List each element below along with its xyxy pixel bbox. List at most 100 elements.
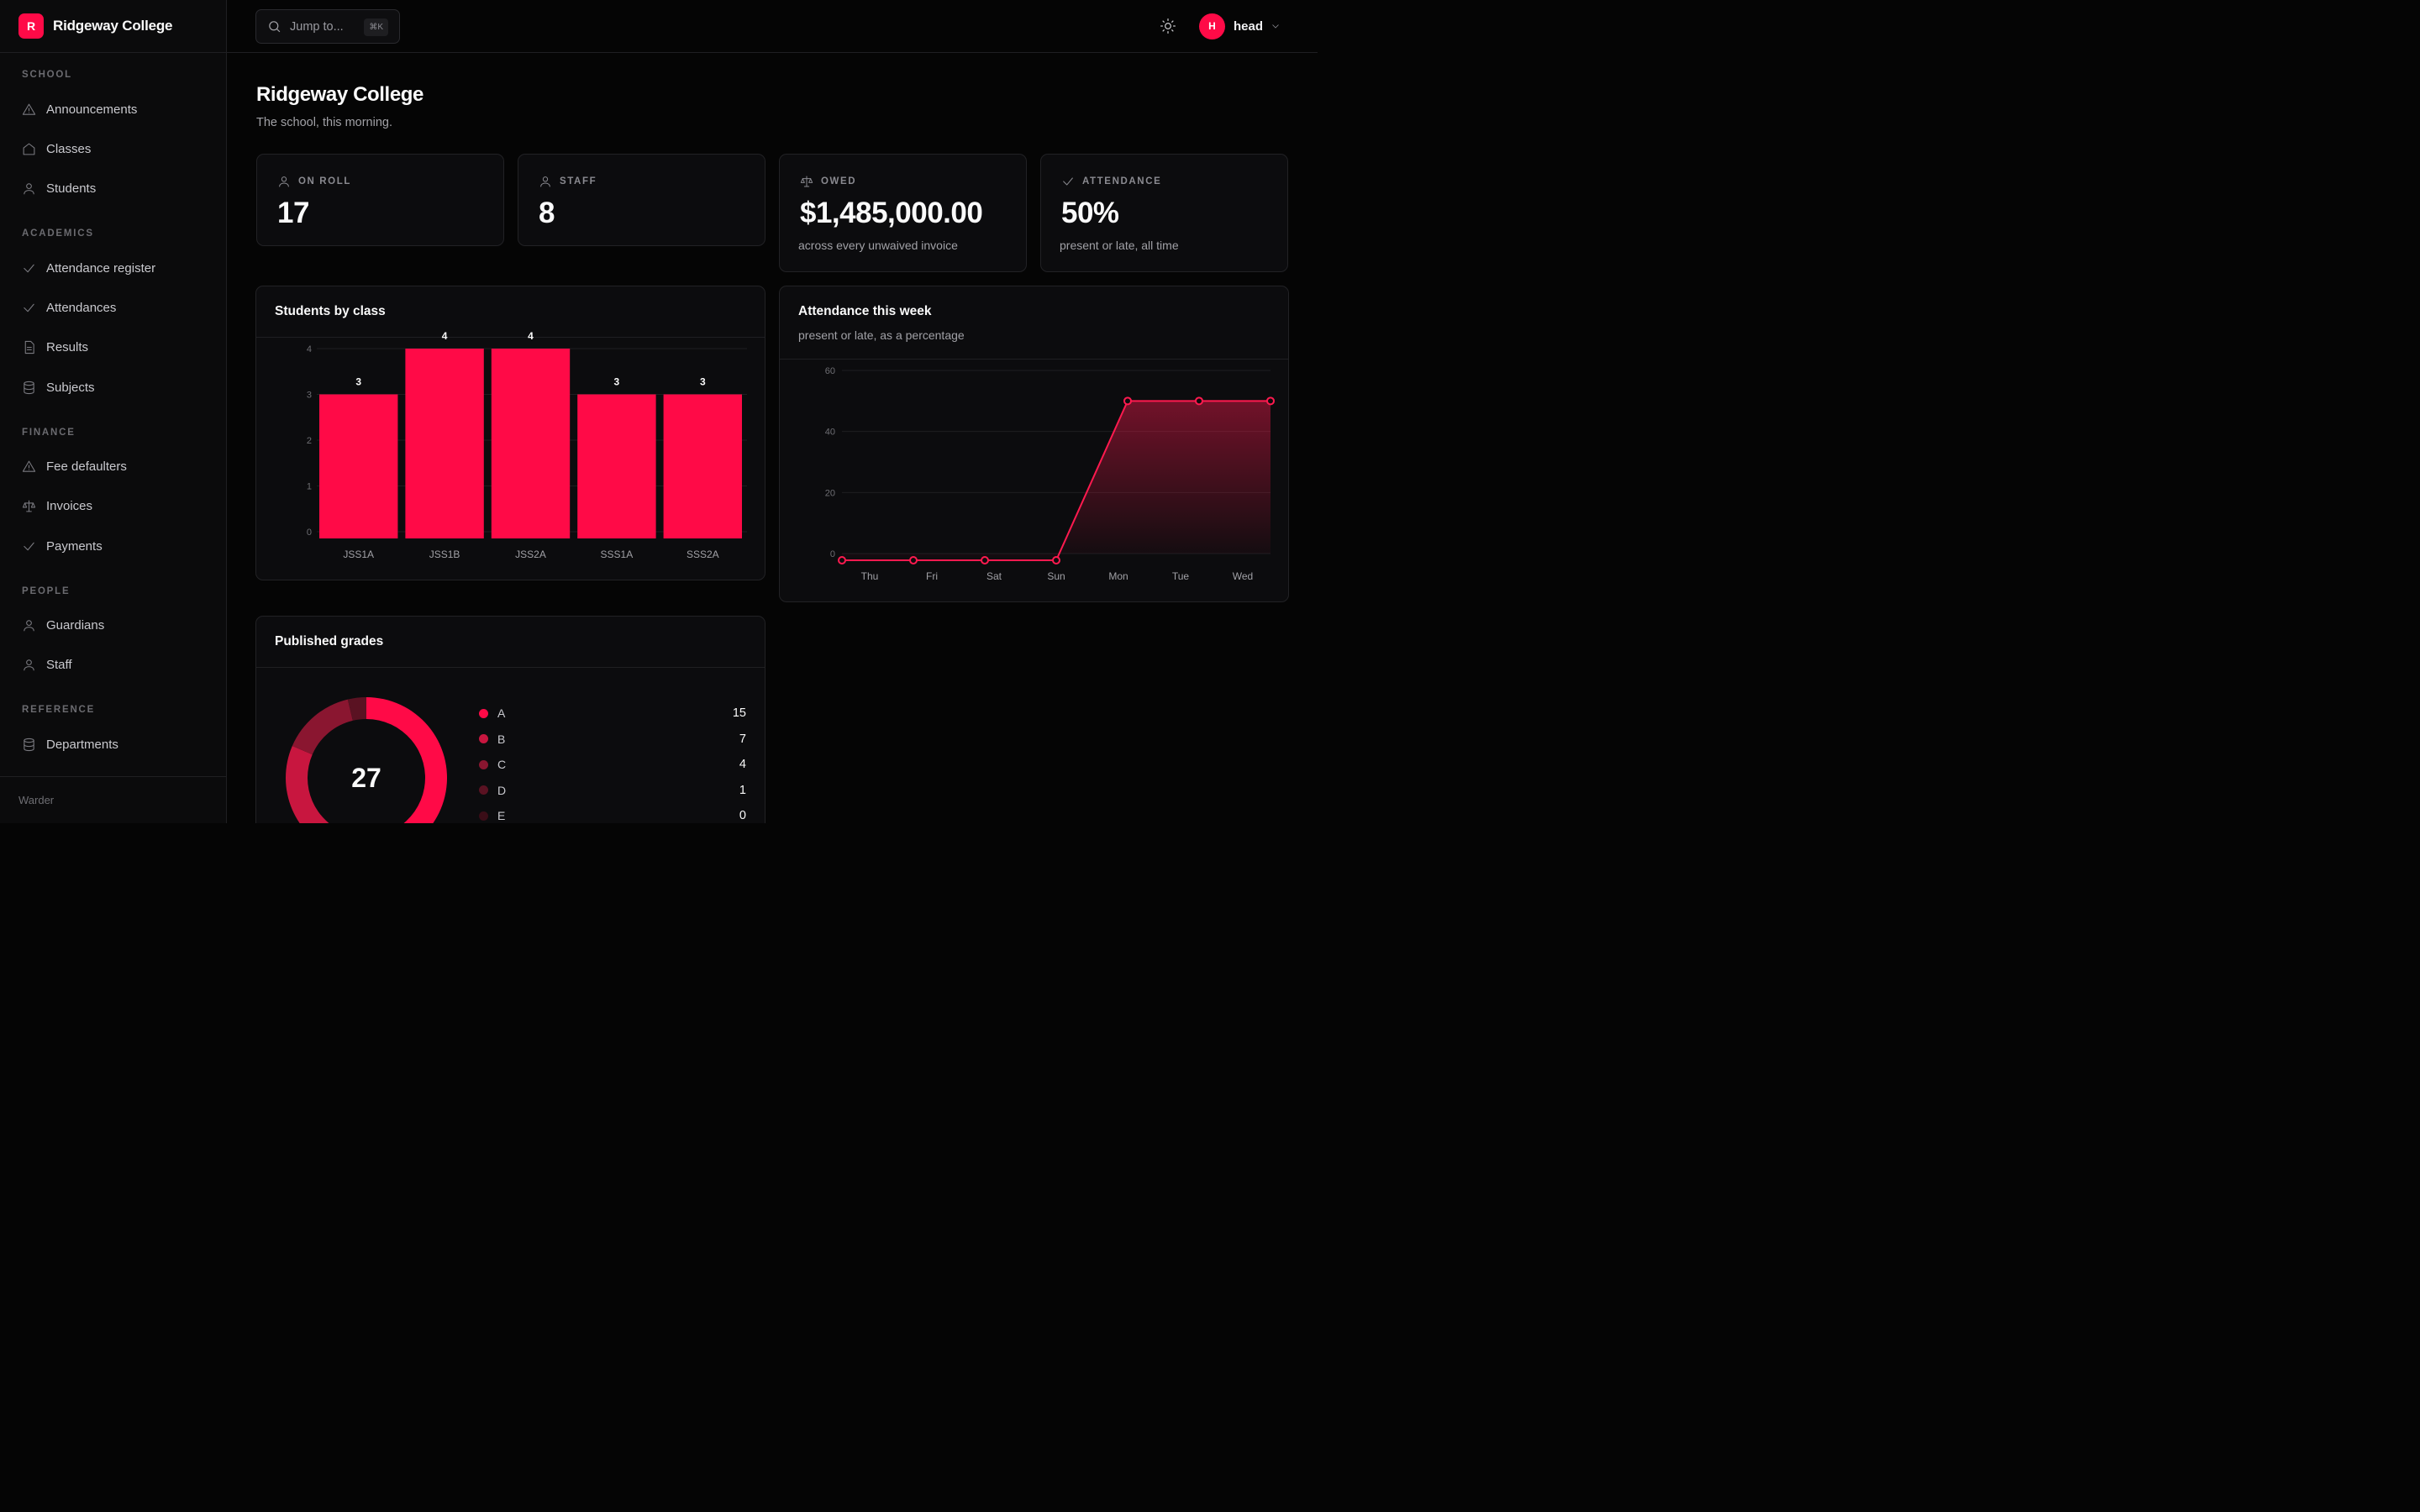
legend-swatch: [479, 785, 488, 795]
user-icon: [24, 182, 34, 194]
sidebar-item-departments[interactable]: Departments: [22, 734, 118, 754]
sidebar-item-label: Invoices: [46, 498, 93, 513]
stat-value: 17: [277, 197, 309, 229]
scale-icon: [22, 500, 36, 512]
search-shortcut: ⌘K: [364, 18, 388, 36]
sidebar-item-staff[interactable]: Staff: [22, 654, 72, 675]
stat-label-text: OWED: [821, 176, 857, 186]
stat-value: 8: [539, 197, 555, 229]
series-area: [842, 401, 1270, 560]
sidebar-item-guardians[interactable]: Guardians: [22, 615, 104, 635]
topbar: Jump to... ⌘K H head: [227, 0, 1318, 53]
x-tick-label: SSS1A: [601, 549, 634, 560]
search-placeholder: Jump to...: [290, 19, 344, 34]
user-icon: [24, 659, 34, 670]
sidebar-footer: Warder: [0, 776, 226, 823]
bar-value-label: 3: [355, 376, 361, 388]
page-title: Ridgeway College: [256, 83, 424, 106]
sidebar-item-announcements[interactable]: Announcements: [22, 99, 137, 119]
y-tick-label: 0: [830, 549, 835, 559]
stat-note: across every unwaived invoice: [798, 239, 958, 252]
warning-icon: [22, 460, 36, 472]
legend-count: 7: [739, 732, 746, 746]
attendance-week-chart: 0 20 40 60 Thu Fri Sat Sun Mon Tue Wed: [825, 366, 1275, 582]
user-menu[interactable]: H head: [1199, 13, 1281, 39]
nav-section-academics: ACADEMICS: [22, 228, 94, 239]
bar: [319, 394, 398, 538]
legend-count: 4: [739, 758, 746, 771]
stat-card-on-roll: ON ROLL 17: [256, 154, 504, 246]
sidebar-item-label: Results: [46, 339, 89, 354]
y-tick-label: 0: [307, 528, 312, 538]
theme-toggle-button[interactable]: [1160, 18, 1176, 34]
sidebar-item-attendance-register[interactable]: Attendance register: [22, 258, 155, 278]
bar-value-label: 4: [442, 330, 448, 342]
check-icon: [24, 264, 34, 272]
search-icon: [269, 21, 281, 33]
avatar: H: [1199, 13, 1225, 39]
legend-label: C: [497, 758, 507, 771]
sidebar-item-subjects[interactable]: Subjects: [22, 377, 95, 397]
legend-count: 1: [739, 783, 746, 797]
y-tick-label: 4: [307, 344, 312, 354]
scale-icon: [800, 176, 813, 187]
legend-count: 15: [732, 706, 746, 720]
data-point: [1123, 396, 1132, 406]
legend-item: A 15: [479, 705, 746, 722]
sun-icon: [1160, 18, 1176, 34]
panel-divider: [256, 337, 765, 338]
sidebar-item-classes[interactable]: Classes: [22, 139, 91, 159]
sidebar-item-label: Staff: [46, 657, 72, 672]
document-icon: [24, 340, 34, 354]
panel-title: Published grades: [275, 634, 384, 648]
y-tick-label: 2: [307, 436, 312, 446]
user-icon: [279, 176, 289, 187]
brand[interactable]: R Ridgeway College: [0, 0, 226, 53]
chevron-down-icon: [1272, 24, 1279, 29]
stat-card-attendance: ATTENDANCE 50% present or late, all time: [1040, 154, 1288, 272]
donut-slice: [366, 697, 447, 823]
sidebar: R Ridgeway College SCHOOL Announcements …: [0, 0, 227, 823]
panel-title: Students by class: [275, 304, 386, 318]
sidebar-item-students[interactable]: Students: [22, 178, 96, 198]
sidebar-item-attendances[interactable]: Attendances: [22, 297, 116, 318]
donut-slice: [347, 697, 366, 721]
panel-divider: [256, 667, 765, 668]
bar: [577, 394, 656, 538]
legend-swatch: [479, 734, 488, 743]
brand-name: Ridgeway College: [53, 18, 173, 34]
warning-icon: [22, 103, 36, 115]
x-tick-label: Fri: [926, 570, 938, 582]
bar-value-label: 3: [700, 376, 706, 388]
stat-label-text: STAFF: [560, 176, 597, 186]
x-tick-label: Sun: [1047, 570, 1065, 582]
stat-label-text: ON ROLL: [298, 176, 351, 186]
sidebar-item-invoices[interactable]: Invoices: [22, 496, 92, 516]
donut-total: 27: [351, 763, 381, 793]
y-tick-label: 20: [825, 488, 835, 498]
nav-section-reference: REFERENCE: [22, 705, 96, 715]
search-input[interactable]: Jump to... ⌘K: [255, 9, 400, 44]
sidebar-item-label: Announcements: [46, 102, 138, 117]
legend-label: E: [497, 809, 506, 822]
sidebar-item-fee-defaulters[interactable]: Fee defaulters: [22, 456, 127, 476]
check-icon: [1063, 177, 1073, 186]
stat-label: ON ROLL: [277, 175, 351, 188]
panel-title: Attendance this week: [798, 304, 932, 318]
bar-value-label: 3: [614, 376, 620, 388]
donut-slice: [292, 699, 353, 755]
bar: [405, 349, 484, 538]
sidebar-item-label: Departments: [46, 737, 118, 752]
sidebar-item-results[interactable]: Results: [22, 337, 88, 357]
sidebar-item-label: Students: [46, 181, 97, 196]
legend-count: 0: [739, 809, 746, 822]
x-tick-label: JSS1A: [343, 549, 374, 560]
legend-label: B: [497, 732, 506, 746]
stat-label: OWED: [800, 175, 856, 188]
sidebar-item-payments[interactable]: Payments: [22, 536, 103, 556]
user-icon: [540, 176, 550, 187]
user-name: head: [1234, 18, 1264, 34]
stat-value: $1,485,000.00: [800, 197, 983, 229]
